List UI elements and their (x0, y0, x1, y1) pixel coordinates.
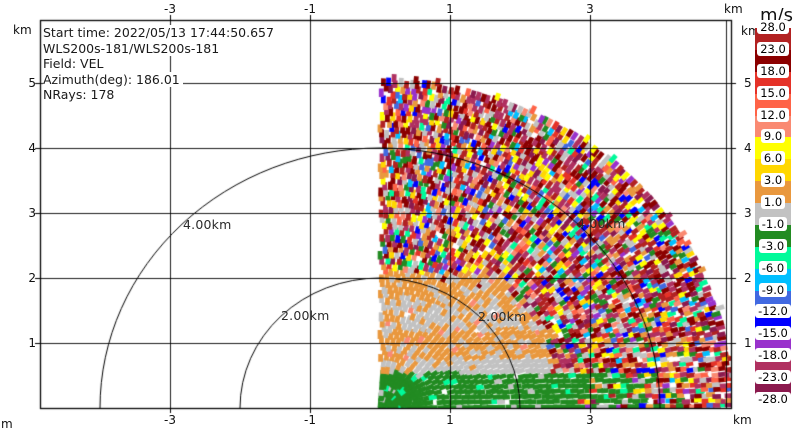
ring-label-4km-right: 4.00km (577, 216, 626, 231)
colorbar-tick-label: 18.0 (755, 63, 791, 78)
start-time-label: Start time: 2022/05/13 17:44:50.657 (43, 25, 277, 41)
left-tick-3: 3 (28, 206, 36, 220)
ring-label-2km-right: 2.00km (478, 309, 527, 324)
top-tick--3: -3 (164, 2, 176, 16)
right-axis-unit: km (741, 24, 760, 38)
azimuth-label: Azimuth(deg): 186.01 (43, 71, 183, 88)
colorbar-tick-label: 12.0 (755, 107, 791, 122)
colorbar-tick-label: -15.0 (755, 326, 791, 341)
bottom-tick-1: 1 (446, 413, 454, 427)
colorbar-tick-label: -6.0 (755, 260, 791, 275)
left-tick-1: 1 (28, 336, 36, 350)
bottom-axis-unit: km (733, 413, 752, 427)
nrays-label: NRays: 178 (43, 87, 118, 103)
bottom-tick--1: -1 (304, 413, 316, 427)
colorbar-tick-label: -23.0 (755, 370, 791, 385)
colorbar-tick-label: -9.0 (755, 282, 791, 297)
ring-label-4km-left: 4.00km (183, 217, 232, 232)
colorbar-tick-label: 28.0 (755, 20, 791, 34)
colorbar-tick-label: 1.0 (755, 195, 791, 210)
left-tick-4: 4 (28, 141, 36, 155)
left-axis-unit: km (13, 23, 32, 37)
colorbar-tick-label: 6.0 (755, 151, 791, 166)
ring-label-2km-left: 2.00km (281, 308, 330, 323)
colorbar-tick-label: -3.0 (755, 238, 791, 253)
velocity-colorbar: 28.0 23.0 18.0 15.0 12.0 9.0 6.0 3.0 1.0 -1.0 -3.0… (755, 20, 791, 406)
left-tick-2: 2 (28, 271, 36, 285)
colorbar-tick-label: -12.0 (755, 304, 791, 319)
right-tick-2: 2 (744, 271, 752, 285)
colorbar-tick-label: 3.0 (755, 173, 791, 188)
top-tick-3: 3 (586, 2, 594, 16)
colorbar-tick-label: -28.0 (755, 392, 791, 406)
colorbar-tick-label: 9.0 (755, 129, 791, 144)
right-tick-4: 4 (744, 141, 752, 155)
top-axis-unit: km (724, 2, 743, 16)
right-tick-3: 3 (744, 206, 752, 220)
bottom-left-unit: m (1, 417, 13, 431)
top-tick-1: 1 (446, 2, 454, 16)
top-tick--1: -1 (304, 2, 316, 16)
colorbar-tick-label: 23.0 (755, 41, 791, 56)
colorbar-tick-label: 15.0 (755, 85, 791, 100)
right-tick-1: 1 (744, 336, 752, 350)
colorbar-tick-label: -18.0 (755, 348, 791, 363)
right-tick-5: 5 (744, 76, 752, 90)
instrument-label: WLS200s-181/WLS200s-181 (43, 40, 223, 57)
scan-info-block: Start time: 2022/05/13 17:44:50.657 WLS2… (43, 25, 277, 103)
colorbar-tick-label: -1.0 (755, 216, 791, 231)
field-label: Field: VEL (43, 56, 107, 72)
bottom-tick--3: -3 (164, 413, 176, 427)
left-tick-5: 5 (28, 76, 36, 90)
bottom-tick-3: 3 (586, 413, 594, 427)
